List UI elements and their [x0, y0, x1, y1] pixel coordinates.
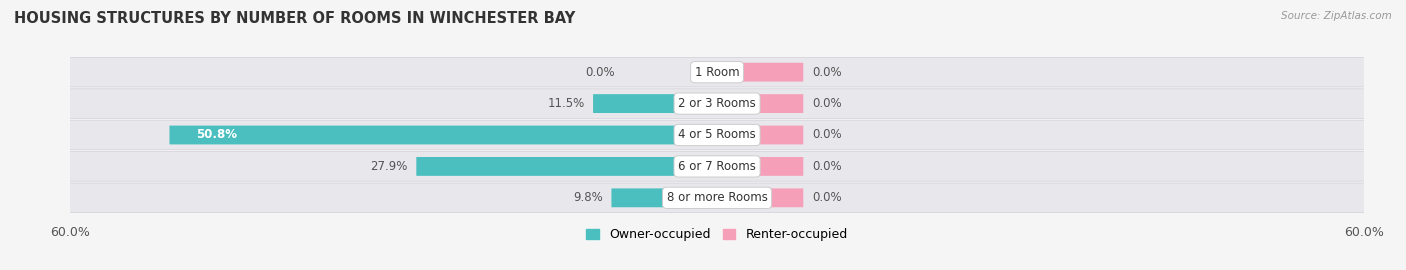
- Text: 11.5%: 11.5%: [547, 97, 585, 110]
- FancyBboxPatch shape: [416, 157, 717, 176]
- FancyBboxPatch shape: [170, 126, 717, 144]
- Text: HOUSING STRUCTURES BY NUMBER OF ROOMS IN WINCHESTER BAY: HOUSING STRUCTURES BY NUMBER OF ROOMS IN…: [14, 11, 575, 26]
- Text: 1 Room: 1 Room: [695, 66, 740, 79]
- FancyBboxPatch shape: [717, 126, 803, 144]
- FancyBboxPatch shape: [717, 94, 803, 113]
- Legend: Owner-occupied, Renter-occupied: Owner-occupied, Renter-occupied: [582, 223, 852, 246]
- Text: 0.0%: 0.0%: [811, 97, 842, 110]
- FancyBboxPatch shape: [69, 89, 1365, 118]
- FancyBboxPatch shape: [69, 58, 1365, 87]
- FancyBboxPatch shape: [717, 188, 803, 207]
- Text: 2 or 3 Rooms: 2 or 3 Rooms: [678, 97, 756, 110]
- Text: 0.0%: 0.0%: [811, 160, 842, 173]
- Text: 50.8%: 50.8%: [197, 129, 238, 141]
- Text: 6 or 7 Rooms: 6 or 7 Rooms: [678, 160, 756, 173]
- Text: 0.0%: 0.0%: [585, 66, 614, 79]
- FancyBboxPatch shape: [69, 152, 1365, 181]
- Text: 0.0%: 0.0%: [811, 191, 842, 204]
- Text: 4 or 5 Rooms: 4 or 5 Rooms: [678, 129, 756, 141]
- FancyBboxPatch shape: [593, 94, 717, 113]
- FancyBboxPatch shape: [612, 188, 717, 207]
- Text: 9.8%: 9.8%: [574, 191, 603, 204]
- FancyBboxPatch shape: [69, 120, 1365, 150]
- Text: 0.0%: 0.0%: [811, 129, 842, 141]
- Text: 27.9%: 27.9%: [370, 160, 408, 173]
- Text: 8 or more Rooms: 8 or more Rooms: [666, 191, 768, 204]
- Text: 0.0%: 0.0%: [811, 66, 842, 79]
- FancyBboxPatch shape: [69, 183, 1365, 212]
- FancyBboxPatch shape: [717, 63, 803, 82]
- Text: Source: ZipAtlas.com: Source: ZipAtlas.com: [1281, 11, 1392, 21]
- FancyBboxPatch shape: [717, 157, 803, 176]
